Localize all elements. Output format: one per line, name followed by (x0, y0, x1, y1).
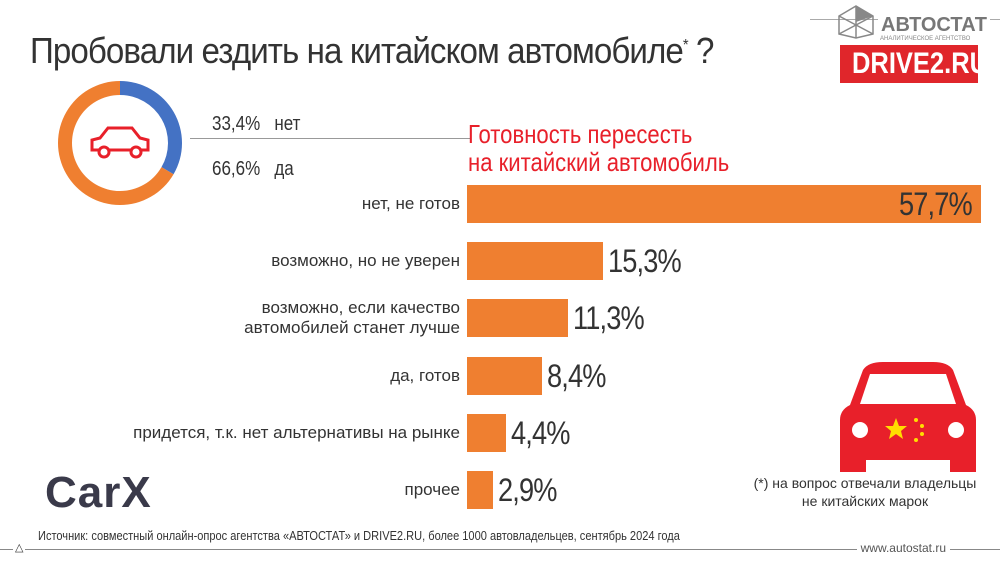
bar-chart-title: Готовность пересесть на китайский автомоб… (468, 119, 730, 177)
site-url[interactable]: www.autostat.ru (856, 541, 950, 555)
bar (467, 185, 981, 223)
bar-value-label: 11,3% (572, 300, 645, 336)
car-icon (90, 126, 150, 159)
bar (467, 357, 542, 395)
bar-category-label: придется, т.к. нет альтернативы на рынке (133, 423, 460, 442)
bar-value-label: 15,3% (608, 243, 682, 279)
bar-value-label: 4,4% (511, 415, 570, 451)
bar-category-label: прочее (404, 480, 460, 499)
donut-label-no: 33,4% нет (212, 113, 301, 135)
footnote: (*) на вопрос отвечали владельцы не китай… (753, 475, 977, 509)
bar (467, 299, 568, 337)
bar-value-label: 57,7% (898, 186, 973, 222)
autostat-logo-icon (838, 5, 874, 39)
footer-rule (0, 549, 1000, 550)
autostat-logo: АВТОСТАТ (878, 14, 990, 37)
drive2-logo: DRIVE2.RU (840, 45, 988, 83)
bar (467, 471, 493, 509)
bar-category-label: да, готов (390, 366, 460, 385)
triangle-icon: △ (13, 541, 26, 554)
bar-value-label: 2,9% (497, 472, 557, 508)
donut-chart (57, 81, 182, 205)
chinese-car-icon (840, 362, 976, 472)
page-title: Пробовали ездить на китайском автомобиле… (30, 30, 714, 71)
bar (467, 414, 507, 452)
autostat-subtitle: АНАЛИТИЧЕСКОЕ АГЕНТСТВО (880, 36, 971, 42)
bar (467, 242, 604, 280)
donut-divider (190, 138, 470, 139)
bar-category-label: возможно, но не уверен (271, 251, 460, 270)
carx-logo: CarX (45, 468, 152, 517)
donut-label-yes: 66,6% да (212, 158, 294, 180)
bar-category-label: нет, не готов (361, 194, 460, 213)
source-note: Источник: совместный онлайн-опрос агентс… (38, 528, 680, 543)
bar-category-label: возможно, если качество автомобилей стане… (244, 298, 460, 337)
donut-slice-no (120, 81, 182, 175)
bar-value-label: 8,4% (546, 358, 606, 394)
